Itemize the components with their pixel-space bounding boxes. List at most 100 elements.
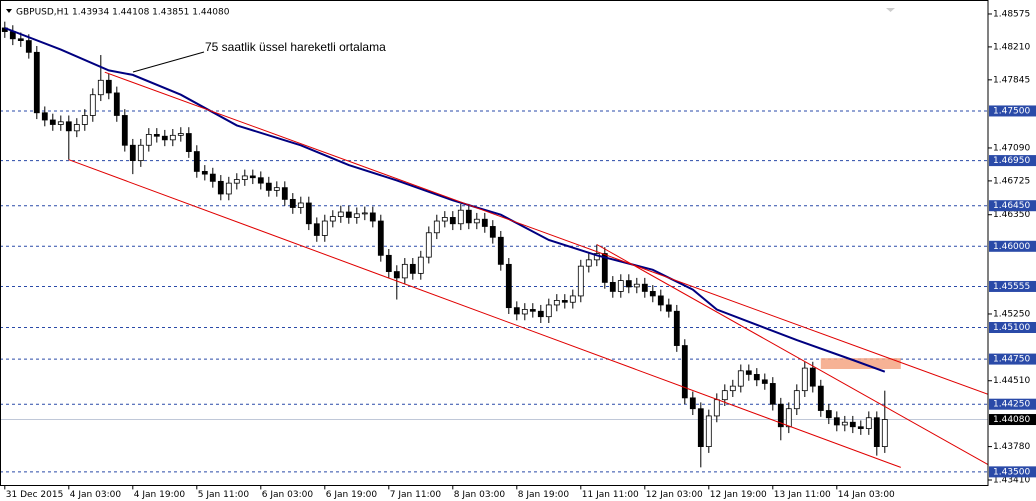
level-label: 1.45555 (993, 282, 1030, 292)
annotation: 75 saatlik üssel hareketli ortalama (205, 40, 386, 54)
candle-body (233, 179, 240, 184)
candle-body (161, 135, 168, 141)
candle-body (793, 390, 800, 410)
candle-body (457, 209, 464, 225)
level-label-box (989, 240, 1036, 252)
candle-body (49, 119, 56, 125)
level-label: 1.43500 (993, 467, 1030, 477)
x-tick-label: 6 Jan 19:00 (326, 490, 378, 500)
candle-body (113, 92, 120, 116)
candle-body (73, 124, 80, 132)
candle-body (105, 79, 112, 94)
level-label-box (989, 200, 1036, 212)
candle-body (769, 383, 776, 405)
candle-body (209, 173, 216, 182)
x-tick-label: 4 Jan 03:00 (70, 490, 122, 500)
chart-header: GBPUSD,H1 1.43934 1.44108 1.43851 1.4408… (16, 8, 230, 18)
y-tick-label: 1.48575 (993, 9, 1030, 19)
candle-body (649, 291, 656, 297)
plot-frame (0, 0, 989, 486)
candle-body (385, 254, 392, 272)
candle-body (865, 417, 872, 429)
candle-body (17, 38, 24, 41)
candle-body (97, 79, 104, 96)
candle-body (665, 304, 672, 312)
candle-body (681, 345, 688, 399)
x-tick-label: 8 Jan 03:00 (454, 490, 506, 500)
candle-body (777, 403, 784, 428)
candle-body (585, 259, 592, 267)
candle-body (289, 198, 296, 208)
candle-body (841, 421, 848, 426)
x-tick-label: 7 Jan 11:00 (390, 490, 442, 500)
level-label-box (989, 280, 1036, 292)
candle-body (553, 300, 560, 306)
candle-body (745, 370, 752, 375)
candle-body (369, 212, 376, 222)
candle-body (193, 151, 200, 172)
candle-body (177, 133, 184, 136)
x-tick-label: 12 Jan 03:00 (646, 490, 703, 500)
candle-body (545, 304, 552, 318)
trendline (104, 71, 988, 395)
level-layer (0, 110, 988, 473)
candle-body (57, 121, 64, 125)
candle-body (353, 213, 360, 218)
trendline (596, 244, 988, 466)
level-label-box (989, 105, 1036, 117)
level-label-box (989, 398, 1036, 410)
candle-body (81, 115, 88, 125)
trend-layer (4, 27, 988, 468)
x-tick-label: 31 Dec 2015 (6, 490, 64, 500)
candle-body (41, 112, 48, 121)
level-label-box (989, 353, 1036, 365)
x-tick-label: 8 Jan 19:00 (518, 490, 570, 500)
candle-layer (1, 21, 888, 468)
candle-body (297, 202, 304, 208)
candle-body (217, 180, 224, 195)
candle-body (705, 415, 712, 448)
x-tick-label: 6 Jan 03:00 (262, 490, 314, 500)
candle-body (473, 218, 480, 224)
candle-body (505, 263, 512, 309)
candle-body (185, 133, 192, 152)
candle-body (449, 217, 456, 225)
y-tick-label: 1.46350 (993, 210, 1030, 220)
candle-body (529, 309, 536, 312)
candle-body (497, 236, 504, 265)
current-price-box (989, 414, 1036, 426)
candle-body (809, 367, 816, 387)
candle-body (537, 310, 544, 318)
trendline (68, 159, 901, 468)
candle-body (577, 265, 584, 297)
candle-body (33, 51, 40, 114)
candle-body (321, 220, 328, 236)
annotation-pointer (132, 51, 205, 73)
candle-body (609, 281, 616, 292)
candle-body (601, 253, 608, 283)
candle-body (281, 187, 288, 200)
current-price-label: 1.44080 (993, 415, 1030, 425)
candle-body (625, 280, 632, 288)
candle-body (273, 187, 280, 191)
level-label: 1.47500 (993, 106, 1030, 116)
candle-body (137, 144, 144, 161)
candle-body (881, 419, 888, 448)
candle-body (481, 218, 488, 227)
candle-body (729, 385, 736, 392)
candle-body (345, 211, 352, 218)
x-tick-label: 12 Jan 19:00 (710, 490, 767, 500)
candle-body (697, 408, 704, 448)
y-tick-label: 1.47845 (993, 75, 1030, 85)
candle-body (65, 121, 72, 132)
candle-body (425, 232, 432, 258)
y-tick-label: 1.48210 (993, 42, 1030, 52)
candle-body (377, 220, 384, 256)
candle-body (849, 421, 856, 428)
candle-body (673, 310, 680, 346)
x-tick-label: 11 Jan 11:00 (582, 490, 639, 500)
candle-body (417, 256, 424, 274)
candle-body (761, 379, 768, 384)
